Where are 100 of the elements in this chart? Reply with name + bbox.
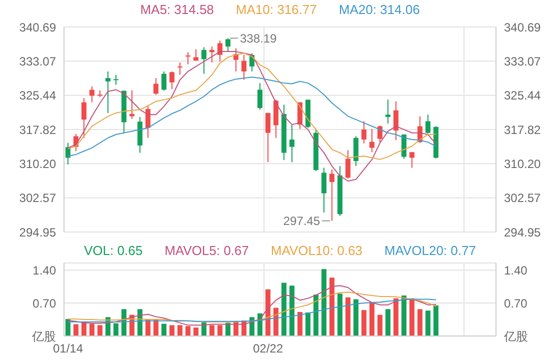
text: MA10: 316.77 — [236, 2, 317, 17]
line-series — [68, 292, 436, 322]
y2-tick-label: 1.40 — [504, 263, 528, 278]
bar — [417, 309, 422, 336]
bar — [425, 310, 430, 336]
bar — [169, 325, 174, 336]
y-tick-label: 325.44 — [19, 88, 56, 103]
y-tick-label: 317.82 — [19, 122, 56, 137]
y-tick-label: 302.57 — [19, 191, 56, 206]
bar — [305, 312, 310, 336]
bar — [313, 294, 318, 336]
candlestick — [185, 52, 190, 65]
bar — [273, 308, 278, 336]
x-tick-label: 01/14 — [52, 342, 84, 356]
annotation: 297.45 — [283, 214, 320, 228]
candlestick — [265, 112, 270, 163]
bar — [289, 286, 294, 336]
bar — [337, 294, 342, 336]
candlestick — [329, 168, 334, 222]
y2-tick-label: 310.20 — [504, 156, 542, 171]
y2-tick-label: 317.82 — [504, 122, 542, 137]
bar — [121, 309, 126, 336]
candlestick — [145, 105, 150, 138]
bar — [329, 278, 334, 336]
bar — [217, 325, 222, 336]
candlestick — [201, 46, 206, 74]
y-tick-label: 310.20 — [19, 156, 56, 171]
candlestick — [161, 70, 166, 92]
candlestick — [89, 86, 94, 103]
annotation: 338.19 — [240, 31, 278, 46]
bar — [401, 295, 406, 336]
candlestick — [321, 167, 326, 214]
text: MAVOL5: 0.67 — [164, 243, 249, 258]
candlestick — [177, 62, 182, 76]
y2-tick-label: 325.44 — [504, 88, 542, 103]
y2-tick-label: 294.95 — [504, 225, 542, 240]
candlestick — [393, 100, 398, 141]
y-tick-label: 1.40 — [32, 263, 56, 278]
y2-tick-label: 302.57 — [504, 191, 542, 206]
candlestick — [353, 136, 358, 167]
candlestick — [193, 48, 198, 62]
candlestick — [169, 70, 174, 90]
text: MAVOL20: 0.77 — [384, 243, 476, 258]
candlestick — [81, 98, 86, 138]
text: MA20: 314.06 — [338, 2, 420, 17]
candlestick — [241, 54, 246, 80]
bar — [89, 324, 94, 336]
line-series — [68, 298, 436, 322]
bar — [321, 269, 326, 336]
candlestick — [113, 74, 118, 86]
bar — [113, 323, 118, 336]
x-tick-label: 02/22 — [252, 342, 284, 356]
candlestick — [361, 120, 366, 144]
y-tick-label: 0.70 — [32, 296, 56, 310]
y2-tick-label: 亿股 — [503, 329, 528, 344]
line-series — [68, 285, 436, 326]
y2-tick-label: 340.69 — [504, 20, 542, 34]
bar — [177, 325, 182, 336]
bar — [185, 326, 190, 336]
candlestick — [425, 114, 430, 134]
bar — [161, 324, 166, 336]
candlestick — [409, 152, 414, 168]
bar — [281, 282, 286, 336]
bar — [353, 299, 358, 336]
candlestick — [137, 116, 142, 154]
y-tick-label: 333.07 — [19, 54, 56, 68]
y-tick-label: 294.95 — [19, 225, 56, 240]
candlestick — [217, 40, 222, 62]
candlestick — [257, 82, 262, 110]
bar — [65, 319, 70, 336]
bar — [297, 312, 302, 336]
bar — [209, 325, 214, 336]
text: MA5: 314.58 — [140, 2, 214, 17]
candlestick — [345, 150, 350, 180]
y2-tick-label: 0.70 — [504, 296, 528, 310]
candlestick — [377, 125, 382, 143]
candlestick — [385, 99, 390, 124]
bar — [73, 324, 78, 336]
bar — [345, 297, 350, 336]
candlestick — [289, 124, 294, 163]
bar — [385, 309, 390, 336]
bar — [393, 298, 398, 336]
candlestick — [225, 38, 230, 52]
y-tick-label: 340.69 — [19, 20, 56, 34]
candlestick — [129, 90, 134, 120]
candlestick — [153, 78, 158, 96]
candlestick — [369, 128, 374, 153]
bar — [409, 298, 414, 336]
bar — [265, 289, 270, 336]
bar — [97, 325, 102, 336]
bar — [193, 328, 198, 336]
candlestick — [401, 134, 406, 160]
text: MAVOL10: 0.63 — [270, 243, 362, 258]
bar — [433, 305, 438, 336]
y2-tick-label: 333.07 — [504, 54, 542, 68]
text: VOL: 0.65 — [84, 243, 143, 258]
candlestick — [105, 70, 110, 114]
bar — [369, 302, 374, 336]
bar — [361, 310, 366, 336]
y-tick-label: 亿股 — [31, 329, 56, 344]
